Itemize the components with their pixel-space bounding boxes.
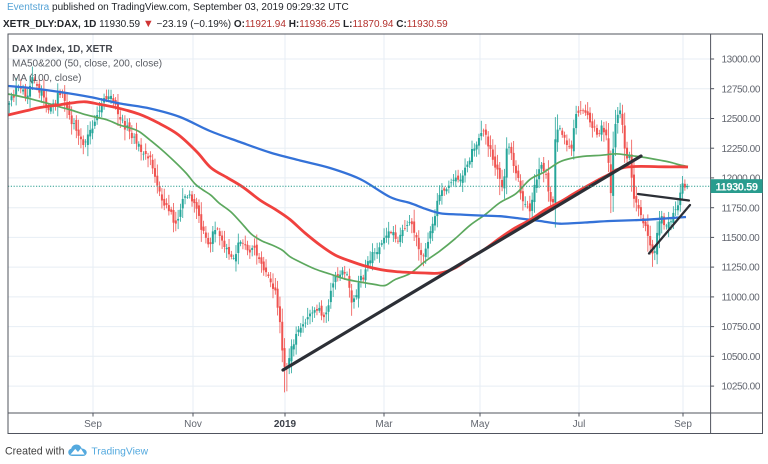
- svg-text:Mar: Mar: [375, 419, 393, 430]
- svg-text:12000.00: 12000.00: [722, 174, 761, 185]
- svg-text:13000.00: 13000.00: [722, 55, 761, 66]
- svg-text:Sep: Sep: [84, 419, 102, 430]
- svg-text:11930.59: 11930.59: [716, 181, 758, 193]
- svg-text:12500.00: 12500.00: [722, 114, 761, 125]
- svg-text:11500.00: 11500.00: [722, 233, 761, 244]
- svg-text:Jul: Jul: [573, 419, 586, 430]
- svg-text:10250.00: 10250.00: [722, 382, 761, 393]
- svg-text:11000.00: 11000.00: [722, 293, 761, 304]
- svg-text:MA (100, close): MA (100, close): [12, 73, 81, 84]
- svg-text:10750.00: 10750.00: [722, 322, 761, 333]
- svg-text:DAX Index, 1D, XETR: DAX Index, 1D, XETR: [12, 44, 113, 55]
- svg-text:12250.00: 12250.00: [722, 144, 761, 155]
- svg-text:12750.00: 12750.00: [722, 84, 761, 95]
- svg-text:2019: 2019: [274, 419, 297, 430]
- svg-text:10500.00: 10500.00: [722, 352, 761, 363]
- svg-text:11250.00: 11250.00: [722, 263, 761, 274]
- svg-text:MA50&200 (50, close, 200, clos: MA50&200 (50, close, 200, close): [12, 59, 162, 70]
- svg-text:Nov: Nov: [184, 419, 202, 430]
- svg-text:May: May: [471, 419, 490, 430]
- svg-text:11750.00: 11750.00: [722, 203, 761, 214]
- svg-text:Sep: Sep: [674, 419, 692, 430]
